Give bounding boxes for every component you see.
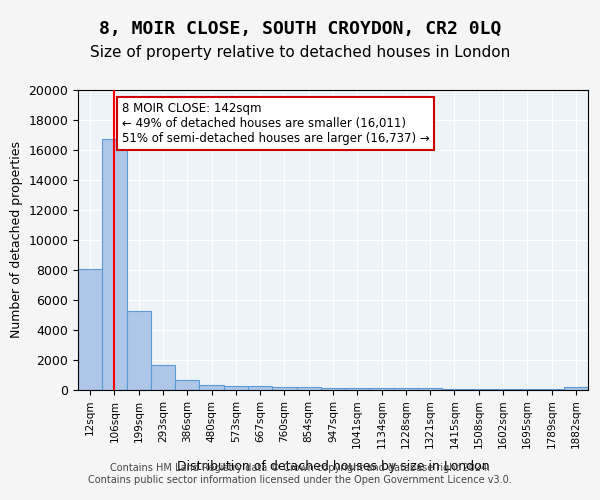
Bar xyxy=(127,310,151,390)
Bar xyxy=(272,387,296,390)
Bar xyxy=(78,268,102,390)
Bar xyxy=(102,140,127,390)
Bar xyxy=(321,388,345,390)
Bar xyxy=(248,386,272,390)
X-axis label: Distribution of detached houses by size in London: Distribution of detached houses by size … xyxy=(176,460,490,472)
Bar xyxy=(491,388,515,390)
Text: 8, MOIR CLOSE, SOUTH CROYDON, CR2 0LQ: 8, MOIR CLOSE, SOUTH CROYDON, CR2 0LQ xyxy=(99,20,501,38)
Bar xyxy=(539,389,564,390)
Bar xyxy=(418,388,442,390)
Bar xyxy=(442,388,467,390)
Bar xyxy=(175,380,199,390)
Bar xyxy=(515,389,539,390)
Bar xyxy=(394,388,418,390)
Text: Size of property relative to detached houses in London: Size of property relative to detached ho… xyxy=(90,45,510,60)
Bar xyxy=(199,385,224,390)
Text: Contains HM Land Registry data © Crown copyright and database right 2024.
Contai: Contains HM Land Registry data © Crown c… xyxy=(88,464,512,485)
Y-axis label: Number of detached properties: Number of detached properties xyxy=(10,142,23,338)
Bar xyxy=(467,388,491,390)
Bar xyxy=(370,388,394,390)
Bar xyxy=(224,386,248,390)
Bar xyxy=(151,364,175,390)
Text: 8 MOIR CLOSE: 142sqm
← 49% of detached houses are smaller (16,011)
51% of semi-d: 8 MOIR CLOSE: 142sqm ← 49% of detached h… xyxy=(122,102,430,145)
Bar xyxy=(345,388,370,390)
Bar xyxy=(296,388,321,390)
Bar xyxy=(564,387,588,390)
